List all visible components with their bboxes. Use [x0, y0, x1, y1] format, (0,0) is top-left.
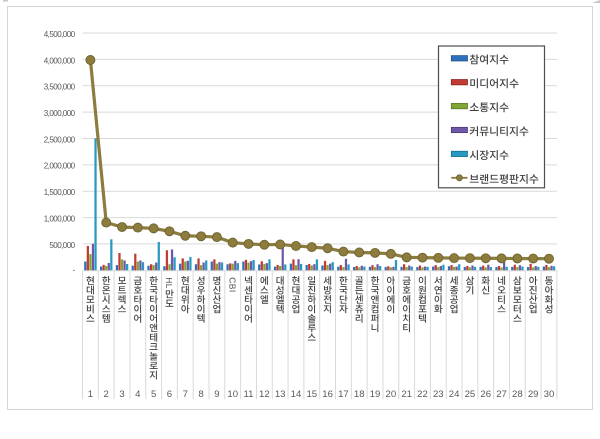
- svg-text:16: 16: [322, 389, 333, 400]
- svg-text:3,500,000: 3,500,000: [44, 83, 76, 92]
- svg-text:1,500,000: 1,500,000: [44, 188, 76, 197]
- svg-text:-: -: [72, 265, 75, 274]
- svg-text:12: 12: [259, 389, 270, 400]
- svg-text:500,000: 500,000: [49, 241, 75, 250]
- svg-text:9: 9: [214, 389, 219, 400]
- svg-text:3: 3: [119, 389, 124, 400]
- svg-text:5: 5: [151, 389, 156, 400]
- svg-text:22: 22: [417, 389, 428, 400]
- svg-text:7: 7: [183, 389, 188, 400]
- svg-text:11: 11: [244, 389, 254, 400]
- svg-text:2,000,000: 2,000,000: [44, 162, 76, 171]
- svg-text:1,000,000: 1,000,000: [44, 214, 76, 223]
- svg-text:4: 4: [135, 389, 141, 400]
- svg-text:15: 15: [306, 389, 317, 400]
- svg-text:2,500,000: 2,500,000: [44, 135, 76, 144]
- svg-text:19: 19: [370, 389, 381, 400]
- svg-text:21: 21: [401, 389, 412, 400]
- svg-text:13: 13: [275, 389, 286, 400]
- svg-text:23: 23: [433, 389, 444, 400]
- svg-text:28: 28: [512, 389, 523, 400]
- svg-text:18: 18: [354, 389, 365, 400]
- svg-text:1: 1: [88, 389, 93, 400]
- svg-text:30: 30: [544, 389, 555, 400]
- svg-text:CBI: CBI: [227, 277, 237, 292]
- svg-text:4,500,000: 4,500,000: [44, 30, 76, 39]
- svg-text:29: 29: [528, 389, 539, 400]
- svg-text:2: 2: [104, 389, 109, 400]
- svg-text:20: 20: [386, 389, 397, 400]
- svg-text:HL: HL: [164, 277, 174, 289]
- svg-text:24: 24: [449, 389, 460, 400]
- svg-text:17: 17: [338, 389, 349, 400]
- svg-text:4,000,000: 4,000,000: [44, 56, 76, 65]
- svg-text:25: 25: [465, 389, 476, 400]
- svg-text:14: 14: [291, 389, 302, 400]
- svg-text:8: 8: [198, 389, 203, 400]
- svg-text:27: 27: [496, 389, 507, 400]
- svg-text:10: 10: [227, 389, 238, 400]
- svg-text:26: 26: [480, 389, 491, 400]
- svg-text:3,000,000: 3,000,000: [44, 109, 76, 118]
- svg-text:6: 6: [167, 389, 172, 400]
